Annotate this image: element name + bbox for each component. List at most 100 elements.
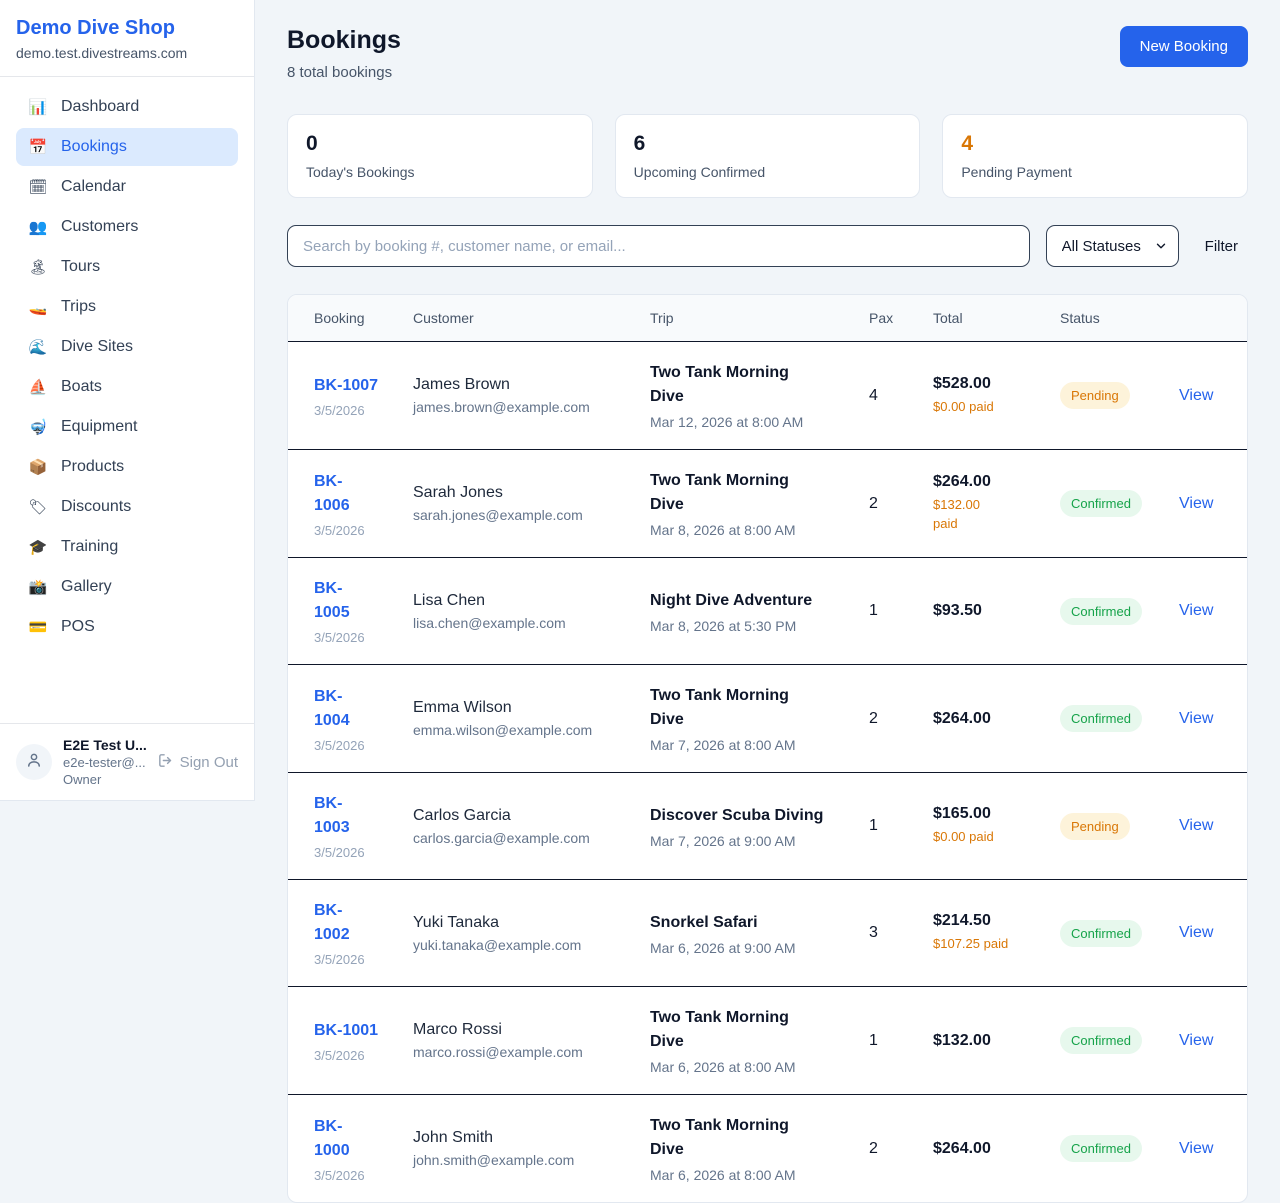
booking-id-link[interactable]: BK-1001 [314,1021,379,1039]
sidebar-item-customers[interactable]: 👥 Customers [16,208,238,246]
column-header-actions [1167,295,1247,342]
bookings-table-card: Booking Customer Trip Pax Total Status B… [287,294,1248,1203]
table-row: BK-1002 3/5/2026 Yuki Tanaka yuki.tanaka… [288,879,1247,987]
sidebar-item-tours[interactable]: 🏝 Tours [16,248,238,286]
sidebar-item-pos[interactable]: 💳 POS [16,608,238,646]
user-role: Owner [63,772,102,787]
booking-date: 3/5/2026 [314,1047,365,1063]
booking-date: 3/5/2026 [314,402,365,418]
sign-out-label: Sign Out [179,753,238,771]
pax-count: 1 [869,1031,878,1049]
gallery-icon: 📸 [28,578,48,596]
customer-email: john.smith@example.com [413,1152,575,1168]
sidebar-item-dive-sites[interactable]: 🌊 Dive Sites [16,328,238,366]
table-body: BK-1007 3/5/2026 James Brown james.brown… [288,341,1247,1203]
booking-id-link[interactable]: BK-1006 [314,472,350,514]
status-badge: Pending [1060,382,1130,409]
table-row: BK-1006 3/5/2026 Sarah Jones sarah.jones… [288,449,1247,558]
sidebar-user-footer: E2E Test U... e2e-tester@... Owner Sign … [0,723,254,800]
equipment-icon: 🤿 [28,418,48,436]
paid-amount: $107.25 paid [933,936,1009,952]
sidebar-item-label: Discounts [61,498,132,515]
view-link[interactable]: View [1179,494,1214,512]
stat-card: 6 Upcoming Confirmed [614,114,921,198]
page-title-block: Bookings 8 total bookings [287,26,401,81]
trip-name: Two Tank Morning Dive [650,1117,789,1158]
status-badge: Confirmed [1060,919,1142,947]
table-row: BK-1000 3/5/2026 John Smith john.smith@e… [288,1095,1247,1203]
customer-name: John Smith [413,1129,494,1146]
booking-date: 3/5/2026 [314,522,365,538]
column-header-status: Status [1048,295,1167,342]
table-header: Booking Customer Trip Pax Total Status [288,295,1247,342]
sidebar-item-bookings[interactable]: 📅 Bookings [16,128,238,166]
status-badge: Confirmed [1060,1135,1142,1162]
sidebar-item-label: POS [61,618,95,635]
view-link[interactable]: View [1179,1139,1214,1157]
trip-name: Two Tank Morning Dive [650,364,789,405]
paid-amount: $0.00 paid [933,829,994,845]
view-link[interactable]: View [1179,602,1214,619]
sidebar-item-boats[interactable]: ⛵ Boats [16,368,238,406]
filters-row: All Statuses Filter [287,225,1248,267]
table-row: BK-1007 3/5/2026 James Brown james.brown… [288,341,1247,450]
view-link[interactable]: View [1179,924,1214,941]
customer-name: Marco Rossi [413,1021,502,1038]
booking-id-link[interactable]: BK-1000 [314,1117,350,1159]
total-amount: $214.50 [933,912,991,930]
filter-button[interactable]: Filter [1195,238,1248,255]
dashboard-icon: 📊 [28,98,48,116]
total-amount: $264.00 [933,473,991,491]
sidebar-item-equipment[interactable]: 🤿 Equipment [16,408,238,446]
booking-id-link[interactable]: BK-1007 [314,376,379,394]
stats-row: 0 Today's Bookings 6 Upcoming Confirmed … [287,114,1249,198]
column-header-booking: Booking [288,295,401,342]
sidebar-item-dashboard[interactable]: 📊 Dashboard [16,88,238,126]
sidebar-item-trips[interactable]: 🚤 Trips [16,288,238,326]
booking-id-link[interactable]: BK-1005 [314,580,350,621]
page-header: Bookings 8 total bookings New Booking [287,26,1248,81]
view-link[interactable]: View [1179,386,1214,404]
stat-value: 6 [633,132,646,155]
sidebar-item-calendar[interactable]: 🗓 Calendar [16,168,238,206]
trip-name: Two Tank Morning Dive [650,1009,789,1050]
products-icon: 📦 [28,458,48,476]
sidebar-item-label: Bookings [61,138,127,155]
trip-name: Snorkel Safari [650,913,758,931]
view-link[interactable]: View [1179,709,1214,727]
pax-count: 2 [869,1139,878,1157]
new-booking-button[interactable]: New Booking [1119,26,1248,67]
status-badge: Pending [1060,812,1130,840]
sidebar-item-products[interactable]: 📦 Products [16,448,238,486]
booking-date: 3/5/2026 [314,952,365,967]
column-header-total: Total [921,295,1048,342]
user-name: E2E Test U... [63,737,147,753]
stat-value: 0 [306,132,318,155]
sidebar-item-discounts[interactable]: 🏷 Discounts [16,488,238,526]
bookings-icon: 📅 [28,138,48,156]
sidebar-item-gallery[interactable]: 📸 Gallery [16,568,238,606]
sidebar-item-training[interactable]: 🎓 Training [16,528,238,566]
view-link[interactable]: View [1179,1031,1214,1049]
booking-id-link[interactable]: BK-1004 [314,687,350,729]
booking-id-link[interactable]: BK-1003 [314,795,350,836]
customer-name: Sarah Jones [413,484,503,501]
pax-count: 1 [869,602,878,619]
view-link[interactable]: View [1179,817,1214,834]
user-meta: E2E Test U... e2e-tester@... Owner [63,737,147,787]
trips-icon: 🚤 [28,298,48,316]
sidebar-item-label: Boats [61,378,102,395]
dive-sites-icon: 🌊 [28,338,48,356]
sign-out-button[interactable]: Sign Out [157,752,238,773]
tours-icon: 🏝 [28,258,48,276]
stat-card: 0 Today's Bookings [287,114,593,198]
pax-count: 2 [869,709,878,727]
booking-id-link[interactable]: BK-1002 [314,902,350,943]
search-input[interactable] [287,225,1030,267]
status-select[interactable]: All Statuses [1045,225,1179,267]
table-row: BK-1004 3/5/2026 Emma Wilson emma.wilson… [288,664,1247,773]
trip-datetime: Mar 6, 2026 at 8:00 AM [650,1059,796,1075]
trip-datetime: Mar 8, 2026 at 5:30 PM [650,617,797,634]
trip-name: Discover Scuba Diving [650,806,824,824]
trip-datetime: Mar 8, 2026 at 8:00 AM [650,522,796,538]
